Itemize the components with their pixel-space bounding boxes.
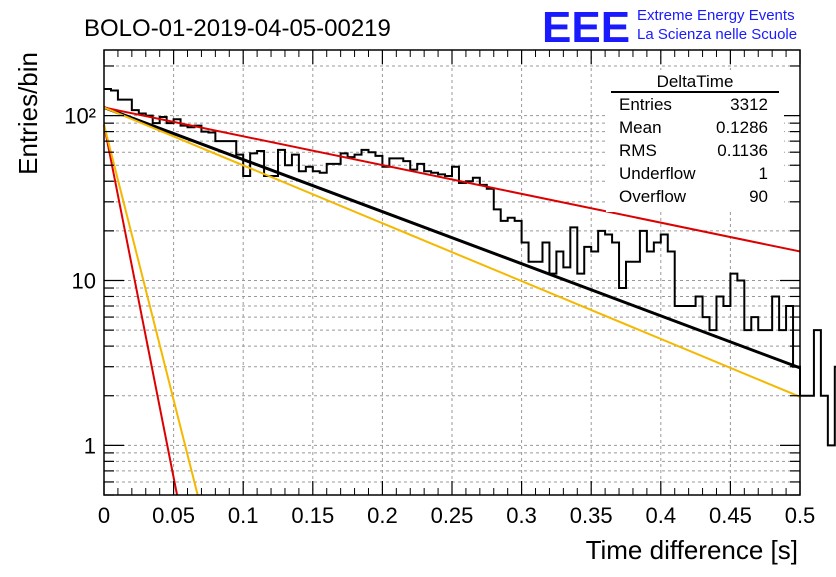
x-tick-label: 0.05 [152,503,195,528]
histogram [104,88,836,447]
stats-label-overflow: Overflow [619,187,687,206]
y-tick-label: 10² [64,104,96,129]
x-tick-label: 0.15 [291,503,334,528]
stats-label-mean: Mean [619,118,662,137]
x-axis-label: Time difference [s] [586,535,798,565]
fit-line-orange [103,106,801,398]
logo-line-1: Extreme Energy Events [637,7,795,24]
x-tick-label: 0 [98,503,110,528]
x-tick-label: 0.35 [570,503,613,528]
stats-value-entries: 3312 [730,95,768,114]
axes: 0 0.05 0.1 0.15 0.2 0.25 0.3 0.35 0.4 0.45 0.5 1 10 1… [64,49,816,528]
eee-logo-text: EEE [542,3,630,52]
fit-lines [103,106,801,496]
stats-box-background [606,70,784,212]
stats-label-entries: Entries [619,95,672,114]
eee-logo: EEE Extreme Energy Events La Scienza nel… [542,3,797,52]
stats-box: DeltaTime Entries 3312 Mean 0.1286 RMS 0… [606,70,784,212]
y-axis-label: Entries/bin [13,52,43,175]
logo-line-2: La Scienza nelle Scuole [637,26,797,43]
y-tick-label: 1 [84,433,96,458]
histogram-step-line [104,88,836,447]
x-tick-label: 0.3 [506,503,537,528]
x-tick-label: 0.25 [431,503,474,528]
stats-value-overflow: 90 [749,187,768,206]
y-tick-label: 10 [72,268,96,293]
x-tick-label: 0.45 [709,503,752,528]
stats-title: DeltaTime [657,72,734,91]
stats-value-mean: 0.1286 [716,118,768,137]
x-tick-label: 0.5 [785,503,816,528]
fit-line-orange [103,124,199,496]
stats-value-rms: 0.1136 [717,141,768,160]
fit-line-red [103,124,179,496]
fit-line-black [103,106,801,370]
x-tick-label: 0.4 [646,503,677,528]
stats-label-rms: RMS [619,141,657,160]
stats-label-underflow: Underflow [619,164,696,183]
stats-value-underflow: 1 [759,164,768,183]
x-tick-label: 0.2 [367,503,398,528]
fit-line-red [103,106,801,253]
x-tick-label: 0.1 [228,503,259,528]
run-title: BOLO-01-2019-04-05-00219 [84,15,391,42]
